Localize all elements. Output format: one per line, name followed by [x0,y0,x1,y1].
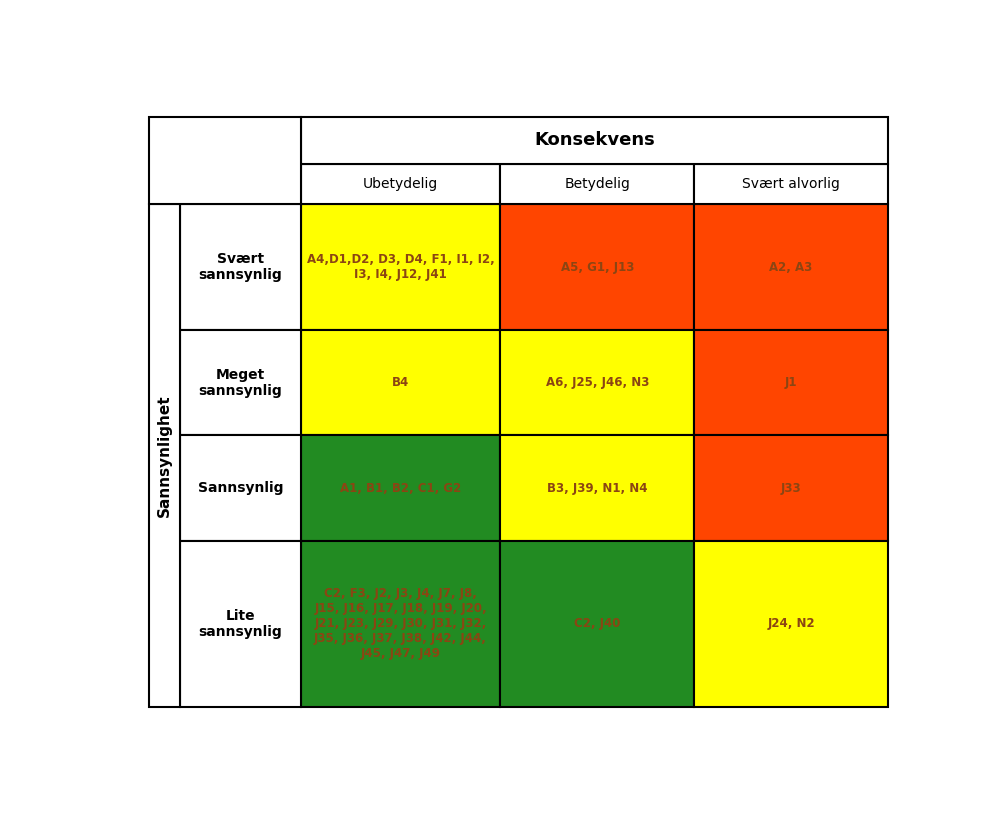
Text: Lite
sannsynlig: Lite sannsynlig [199,609,282,639]
Bar [180,205,300,330]
Bar [148,117,300,205]
Bar [300,117,888,164]
Text: A5, G1, J13: A5, G1, J13 [560,261,633,274]
Bar [148,205,180,707]
Text: Betydelig: Betydelig [564,177,630,191]
Text: J1: J1 [784,377,796,390]
Bar [693,164,888,205]
Text: J24, N2: J24, N2 [766,617,814,630]
Text: Meget
sannsynlig: Meget sannsynlig [199,368,282,398]
Bar [499,164,693,205]
Bar [499,330,693,435]
Bar [300,541,499,707]
Text: Konsekvens: Konsekvens [534,131,654,149]
Text: C2, J40: C2, J40 [574,617,620,630]
Text: Svært
sannsynlig: Svært sannsynlig [199,252,282,282]
Bar [499,541,693,707]
Bar [180,435,300,541]
Bar [180,541,300,707]
Bar [300,205,499,330]
Text: Ubetydelig: Ubetydelig [362,177,437,191]
Bar [180,330,300,435]
Text: A6, J25, J46, N3: A6, J25, J46, N3 [545,377,648,390]
Text: B4: B4 [391,377,408,390]
Text: Sannsynlighet: Sannsynlighet [156,394,172,517]
Text: Svært alvorlig: Svært alvorlig [741,177,840,191]
Bar [693,435,888,541]
Bar [300,330,499,435]
Bar [693,330,888,435]
Bar [499,205,693,330]
Text: Sannsynlig: Sannsynlig [198,481,283,496]
Bar [300,435,499,541]
Text: A2, A3: A2, A3 [768,261,811,274]
Text: C2, F3, J2, J3, J4, J7, J8,
J15, J16, J17, J18, J19, J20,
J21, J23, J29, J30, J3: C2, F3, J2, J3, J4, J7, J8, J15, J16, J1… [314,587,486,660]
Text: A1, B1, B2, C1, G2: A1, B1, B2, C1, G2 [339,482,460,495]
Text: J33: J33 [780,482,800,495]
Bar [693,205,888,330]
Text: B3, J39, N1, N4: B3, J39, N1, N4 [547,482,647,495]
Text: A4,D1,D2, D3, D4, F1, I1, I2,
I3, I4, J12, J41: A4,D1,D2, D3, D4, F1, I1, I2, I3, I4, J1… [306,253,493,281]
Bar [693,541,888,707]
Bar [499,435,693,541]
Bar [300,164,499,205]
